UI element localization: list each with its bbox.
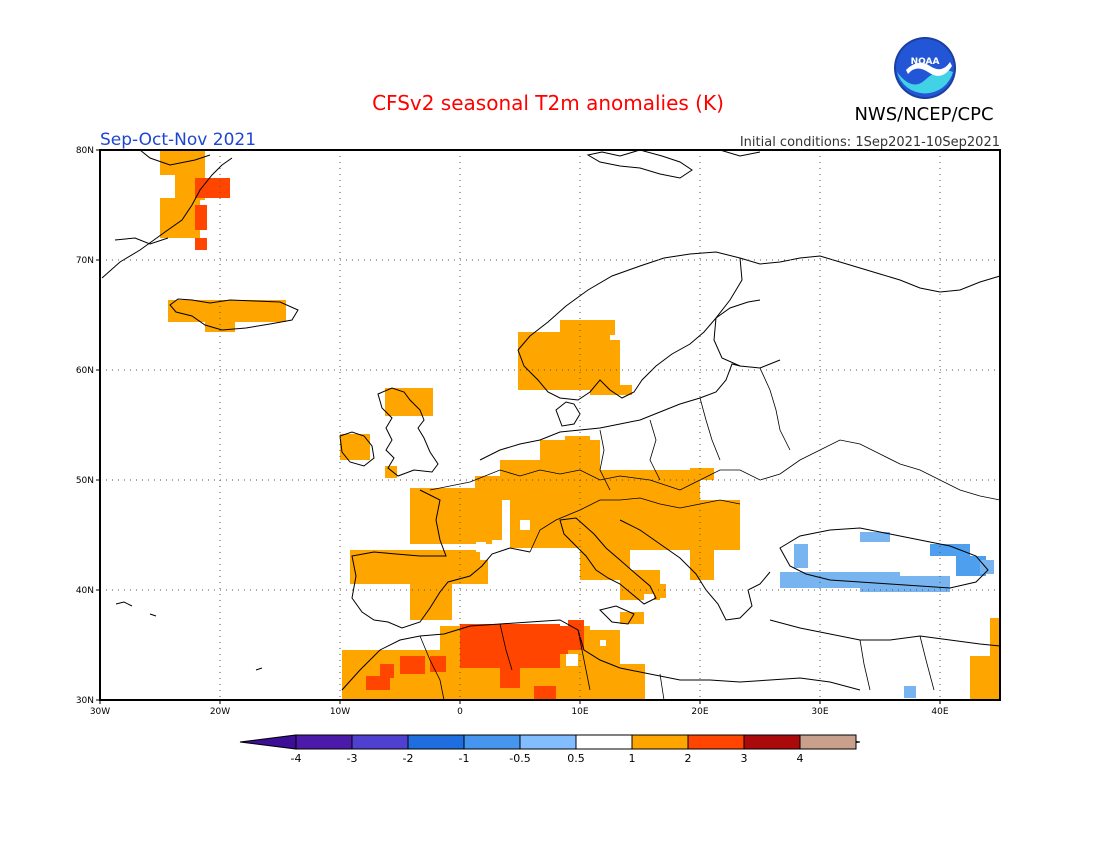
colorbar-label: 3 — [741, 752, 748, 765]
colorbar-label: -2 — [403, 752, 414, 765]
latitude-tick-label: 50N — [76, 476, 94, 486]
anomaly-cell — [160, 198, 200, 238]
noaa-logo: NOAA — [894, 37, 956, 99]
anomaly-cell — [980, 560, 994, 574]
map-frame — [99, 149, 1001, 701]
anomaly-cell — [990, 618, 1000, 656]
longitude-tick-label: 40E — [931, 707, 948, 717]
anomaly-gap — [492, 540, 502, 550]
anomaly-cell — [600, 470, 700, 500]
anomaly-cell — [534, 686, 556, 700]
colorbar-low-end — [239, 734, 297, 750]
colorbar-label: -1 — [459, 752, 470, 765]
colorbar-swatch — [519, 734, 577, 750]
longitude-tick-label: 30E — [811, 707, 828, 717]
colorbar-swatch — [799, 734, 857, 750]
colorbar-label: 2 — [685, 752, 692, 765]
anomaly-cell — [540, 626, 568, 654]
longitude-tick-label: 10E — [571, 707, 588, 717]
anomaly-cell — [860, 576, 950, 592]
season-label: Sep-Oct-Nov 2021 — [100, 130, 256, 150]
colorbar-label: 0.5 — [567, 752, 585, 765]
anomaly-cell — [610, 385, 632, 395]
anomaly-cell — [385, 466, 397, 478]
anomaly-cell — [378, 560, 488, 584]
colorbar-swatch — [631, 734, 689, 750]
anomaly-cell — [630, 500, 740, 550]
anomaly-cell — [195, 205, 207, 230]
latitude-tick-label: 70N — [76, 256, 94, 266]
anomaly-cell — [690, 468, 714, 480]
longitude-tick-label: 0 — [457, 707, 463, 717]
longitude-tick-label: 10W — [330, 707, 350, 717]
anomaly-cell — [560, 320, 615, 335]
initial-conditions-label: Initial conditions: 1Sep2021-10Sep2021 — [740, 135, 1000, 150]
longitude-tick-label: 20E — [691, 707, 708, 717]
anomaly-cell — [168, 300, 286, 322]
colorbar-label: -3 — [347, 752, 358, 765]
anomaly-cell — [956, 556, 986, 576]
colorbar-swatch — [351, 734, 409, 750]
colorbar-label: 4 — [797, 752, 804, 765]
latitude-tick-label: 60N — [76, 366, 94, 376]
anomaly-cell — [205, 320, 235, 332]
colorbar-swatch — [575, 734, 633, 750]
anomaly-gap — [644, 594, 654, 602]
agency-label: NWS/NCEP/CPC — [854, 104, 993, 125]
anomaly-cell — [366, 676, 390, 690]
colorbar-label: -0.5 — [509, 752, 530, 765]
anomaly-cell — [794, 544, 808, 568]
anomaly-cell — [904, 686, 916, 698]
anomaly-cell — [615, 664, 645, 700]
anomaly-cell — [470, 640, 510, 668]
colorbar-swatch — [463, 734, 521, 750]
colorbar-legend: -4 -3 -2 -1 -0.5 0.5 1 2 3 4 — [239, 734, 861, 765]
latitude-tick-label: 40N — [76, 586, 94, 596]
latitude-tick-label: 30N — [76, 696, 94, 706]
noaa-logo-text: NOAA — [911, 57, 940, 67]
figure-title: CFSv2 seasonal T2m anomalies (K) — [372, 91, 724, 115]
colorbar-label: -4 — [291, 752, 302, 765]
anomaly-cell — [860, 532, 890, 542]
anomaly-gap — [600, 640, 606, 646]
map-axis-labels: 30N 40N 50N 60N 70N 80N 30W 20W 10W 0 10E 20E 30E 40E — [76, 146, 949, 717]
anomaly-cell — [410, 584, 452, 620]
colorbar-swatch — [407, 734, 465, 750]
anomaly-cell — [565, 436, 590, 448]
anomaly-cell — [195, 178, 230, 198]
anomaly-gap — [566, 654, 578, 666]
map-gridlines — [100, 150, 1000, 700]
latitude-tick-label: 80N — [76, 146, 94, 156]
anomaly-cell — [690, 540, 714, 580]
anomaly-cell — [385, 388, 433, 416]
anomaly-cell — [656, 584, 666, 598]
anomaly-gap — [452, 604, 466, 614]
anomaly-cell — [380, 664, 394, 678]
anomaly-cell — [970, 656, 1000, 700]
colorbar-swatch — [743, 734, 801, 750]
anomaly-gap — [520, 520, 530, 530]
anomaly-cell — [568, 620, 584, 650]
colorbar-label: 1 — [629, 752, 636, 765]
longitude-tick-label: 20W — [210, 707, 230, 717]
colorbar-swatch — [687, 734, 745, 750]
map-background — [100, 150, 1000, 700]
colorbar-swatch — [295, 734, 353, 750]
longitude-tick-label: 30W — [90, 707, 110, 717]
anomaly-cell — [400, 656, 425, 674]
anomaly-cell — [195, 238, 207, 250]
anomaly-gap — [476, 542, 486, 552]
